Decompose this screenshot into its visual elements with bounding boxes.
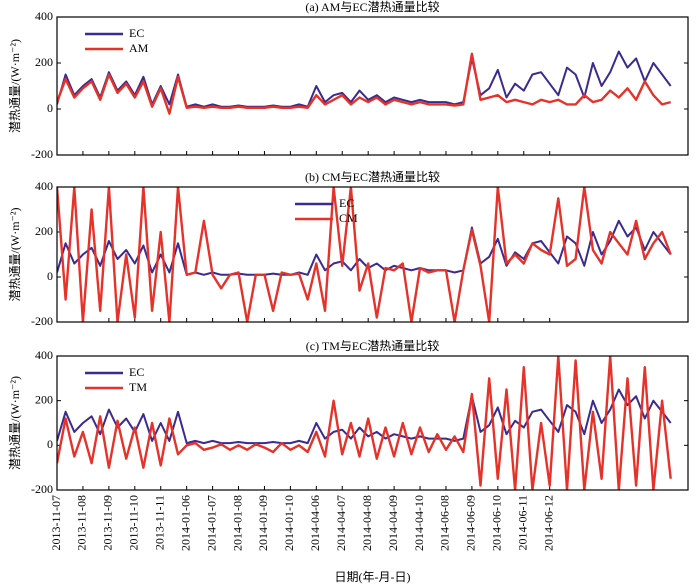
x-axis-label: 日期(年-月-日) <box>335 570 411 584</box>
x-tick-label: 2014-06-11 <box>516 495 530 551</box>
chart-title: (a) AM与EC潜热通量比较 <box>305 0 439 14</box>
y-tick-label: -200 <box>31 482 53 496</box>
x-tick-label: 2014-06-08 <box>438 495 452 551</box>
legend-label: AM <box>129 41 149 55</box>
x-tick-label: 2014-06-10 <box>490 495 504 551</box>
x-tick-label: 2014-06-12 <box>541 495 555 551</box>
plot-frame <box>56 186 689 323</box>
x-tick-label: 2014-04-08 <box>360 495 374 551</box>
x-tick-label: 2013-11-07 <box>49 495 63 551</box>
series-line <box>57 219 672 276</box>
x-tick-label: 2013-11-10 <box>127 495 141 551</box>
x-tick-label: 2014-04-10 <box>412 495 426 551</box>
y-tick-label: 0 <box>47 437 53 451</box>
plot-frame <box>56 355 689 491</box>
y-tick-label: 400 <box>35 348 53 362</box>
x-tick-label: 2014-04-06 <box>308 495 322 551</box>
x-tick-label: 2014-01-09 <box>256 495 270 551</box>
series-line <box>57 388 672 445</box>
x-tick-label: 2014-01-10 <box>282 495 296 551</box>
legend-label: EC <box>339 196 354 210</box>
legend-label: CM <box>339 211 358 225</box>
x-tick-label: 2013-11-11 <box>152 495 166 550</box>
y-tick-label: 200 <box>35 392 53 406</box>
x-tick-label: 2014-01-08 <box>230 495 244 551</box>
y-axis-label: 潜热通量/(W·m⁻²) <box>8 376 22 470</box>
y-axis-label: 潜热通量/(W·m⁻²) <box>8 208 22 302</box>
y-tick-label: -200 <box>31 314 53 328</box>
x-tick-label: 2014-04-09 <box>386 495 400 551</box>
x-tick-label: 2014-01-07 <box>204 495 218 551</box>
legend-label: EC <box>129 26 144 40</box>
chart-title: (c) TM与EC潜热通量比较 <box>306 338 439 353</box>
x-tick-label: 2014-06-09 <box>464 495 478 551</box>
chart-title: (b) CM与EC潜热通量比较 <box>305 169 440 184</box>
x-tick-label: 2013-11-08 <box>75 495 89 551</box>
legend-label: TM <box>129 380 147 394</box>
y-tick-label: 0 <box>47 101 53 115</box>
plot-frame <box>56 16 689 156</box>
x-tick-label: 2013-11-09 <box>101 495 115 551</box>
series-line <box>57 52 672 115</box>
y-tick-label: 400 <box>35 179 53 193</box>
y-tick-label: 400 <box>35 9 53 23</box>
series-line <box>57 356 672 490</box>
x-tick-label: 2014-04-07 <box>334 495 348 551</box>
series-line <box>57 187 672 322</box>
legend-label: EC <box>129 365 144 379</box>
y-tick-label: 200 <box>35 55 53 69</box>
y-axis-label: 潜热通量/(W·m⁻²) <box>8 39 22 133</box>
y-tick-label: -200 <box>31 147 53 161</box>
x-tick-label: 2014-01-06 <box>178 495 192 551</box>
y-tick-label: 200 <box>35 224 53 238</box>
y-tick-label: 0 <box>47 269 53 283</box>
